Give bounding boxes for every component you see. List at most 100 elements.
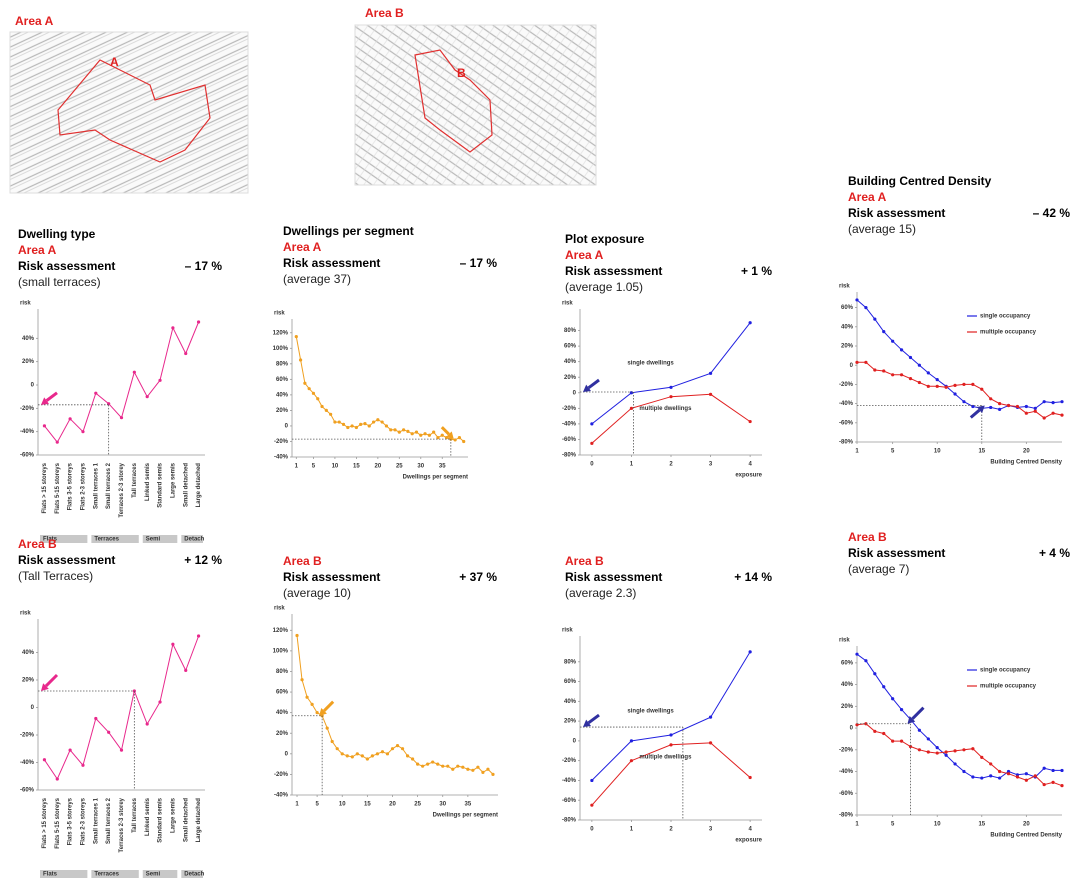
note: (average 10)	[283, 586, 351, 600]
data-point	[300, 678, 304, 682]
arrow-head	[907, 715, 916, 724]
data-point	[971, 382, 975, 386]
x-tick-label: 10	[332, 464, 339, 470]
x-axis-label: Building Centred Density	[990, 460, 1062, 466]
group-label: Terraces	[94, 537, 119, 543]
group-box	[91, 535, 139, 543]
data-point	[944, 750, 948, 754]
data-point	[1024, 772, 1028, 776]
x-tick-label: 1	[855, 822, 859, 828]
data-point	[980, 755, 984, 760]
data-point	[962, 382, 966, 386]
data-point	[350, 424, 354, 428]
assessment-label: Risk assessment	[848, 206, 945, 220]
y-tick-label: 60%	[841, 305, 854, 311]
data-point	[410, 757, 415, 761]
data-point	[917, 363, 921, 367]
series-label: multiple dwellings	[639, 406, 692, 412]
data-point	[926, 737, 930, 741]
series-label: single dwellings	[627, 708, 674, 714]
data-point	[873, 368, 877, 372]
y-axis-label: risk	[274, 311, 285, 317]
x-tick-label: 25	[414, 802, 421, 808]
data-point	[94, 716, 98, 721]
x-tick-label: 25	[396, 464, 403, 470]
data-point	[119, 416, 124, 420]
y-tick-label: 20%	[841, 704, 854, 710]
data-point	[42, 424, 47, 428]
data-point	[891, 739, 895, 743]
y-tick-label: -20%	[839, 382, 854, 388]
data-point	[385, 752, 390, 756]
group-box	[40, 535, 88, 543]
y-tick-label: 80%	[564, 328, 577, 334]
map-b: Area B B	[354, 6, 597, 186]
y-tick-label: -40%	[274, 793, 289, 799]
data-point	[107, 730, 111, 734]
data-point	[891, 373, 895, 377]
y-tick-label: 20%	[564, 719, 577, 725]
data-point	[393, 428, 397, 432]
data-point	[184, 668, 188, 672]
data-point	[426, 762, 430, 766]
x-tick-label: 5	[312, 464, 316, 470]
data-point	[427, 433, 431, 437]
data-point	[882, 330, 886, 334]
x-tick-label: Large semis	[170, 797, 176, 833]
map-image	[354, 24, 597, 186]
y-tick-label: 40%	[276, 392, 289, 398]
data-point	[363, 422, 367, 426]
y-tick-label: 40%	[22, 650, 35, 656]
y-axis-label: risk	[839, 284, 850, 290]
group-label: Detach	[184, 537, 204, 543]
y-tick-label: 0	[573, 738, 577, 744]
data-point	[305, 695, 309, 699]
data-point	[158, 378, 162, 382]
y-axis-label: risk	[562, 301, 573, 307]
x-tick-label: 4	[748, 827, 752, 833]
area-label: Area A	[283, 240, 322, 254]
data-point	[171, 642, 175, 646]
data-point	[42, 758, 47, 762]
y-tick-label: -40%	[562, 421, 577, 427]
y-tick-label: -20%	[839, 747, 854, 753]
series-line	[856, 723, 1063, 787]
data-point	[1060, 768, 1064, 773]
group-box	[142, 870, 178, 878]
data-point	[971, 747, 975, 751]
data-point	[855, 360, 859, 364]
data-point	[873, 317, 877, 321]
data-point	[341, 422, 346, 426]
data-point	[486, 767, 490, 771]
series-line	[856, 299, 1063, 410]
note: (average 2.3)	[565, 586, 636, 600]
data-point	[873, 672, 877, 676]
arrow-head	[583, 719, 591, 728]
group-box	[142, 535, 178, 543]
note: (average 1.05)	[565, 280, 643, 294]
x-tick-label: 15	[978, 449, 985, 455]
x-tick-label: Large detached	[196, 463, 202, 508]
y-tick-label: -20%	[274, 439, 289, 445]
x-tick-label: Standard semis	[158, 462, 164, 507]
data-point	[410, 432, 414, 436]
y-tick-label: 60%	[841, 660, 854, 666]
y-tick-label: 0	[31, 383, 35, 389]
x-tick-label: Large semis	[170, 462, 176, 498]
data-point	[590, 778, 594, 783]
data-point	[466, 767, 470, 771]
assessment-value: – 42 %	[1033, 206, 1071, 220]
x-tick-label: Flats > 15 storeys	[42, 797, 48, 848]
x-tick-label: 3	[709, 462, 713, 468]
data-point	[325, 726, 329, 730]
y-tick-label: 60%	[564, 679, 577, 685]
assessment-label: Risk assessment	[848, 546, 945, 560]
data-point	[953, 749, 957, 753]
series-label: multiple dwellings	[639, 754, 692, 760]
area-outline	[57, 59, 211, 163]
data-point	[989, 405, 993, 410]
y-tick-label: -60%	[20, 788, 35, 794]
y-tick-label: -80%	[839, 813, 854, 819]
x-tick-label: 3	[709, 827, 713, 833]
assessment-label: Risk assessment	[18, 259, 115, 273]
